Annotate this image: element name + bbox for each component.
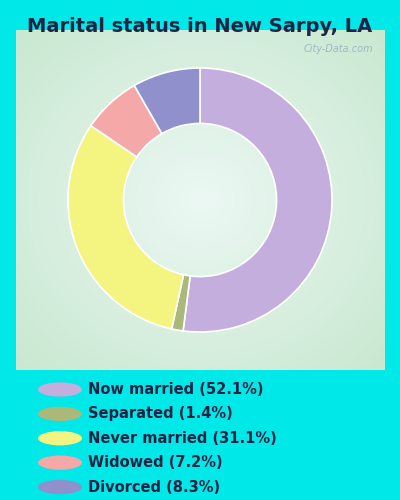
Circle shape: [38, 431, 82, 446]
Text: Widowed (7.2%): Widowed (7.2%): [88, 455, 223, 470]
Text: City-Data.com: City-Data.com: [303, 44, 373, 54]
Text: Now married (52.1%): Now married (52.1%): [88, 382, 264, 397]
Circle shape: [38, 456, 82, 470]
Circle shape: [38, 406, 82, 421]
Wedge shape: [134, 68, 200, 134]
Text: Marital status in New Sarpy, LA: Marital status in New Sarpy, LA: [27, 18, 373, 36]
Wedge shape: [68, 126, 184, 329]
Text: Separated (1.4%): Separated (1.4%): [88, 406, 233, 422]
Wedge shape: [183, 68, 332, 332]
Circle shape: [38, 382, 82, 396]
Wedge shape: [91, 86, 162, 157]
Wedge shape: [172, 275, 190, 331]
Text: Never married (31.1%): Never married (31.1%): [88, 430, 277, 446]
Circle shape: [38, 480, 82, 494]
Text: Divorced (8.3%): Divorced (8.3%): [88, 480, 220, 494]
